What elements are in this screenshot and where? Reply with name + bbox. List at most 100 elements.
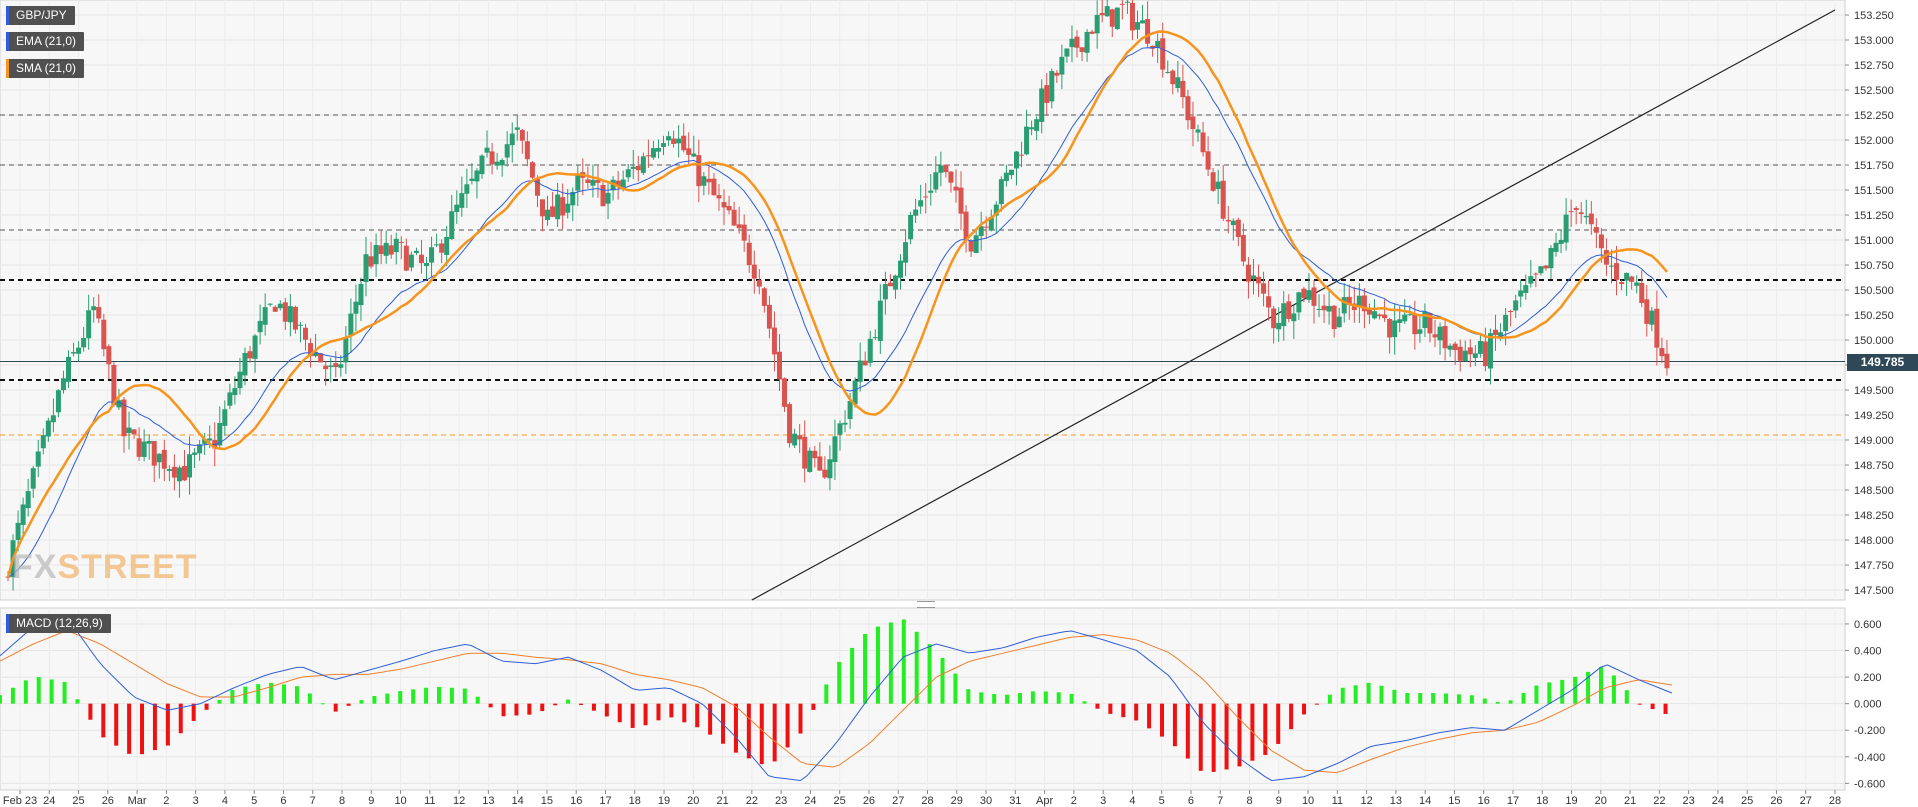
candle-body [1140,20,1146,24]
candle-body [877,300,883,341]
macd-tick-label: 0.000 [1854,699,1882,711]
macd-histogram-bar [204,703,209,710]
candle-body [197,444,203,454]
candle-body [222,409,228,426]
candle-body [1447,345,1453,350]
candle-body [998,179,1004,205]
date-tick-label: 21 [1624,795,1636,807]
candle-body [605,192,611,204]
candle-body [1104,6,1110,17]
candle-body [252,335,258,359]
price-tick-label: 148.000 [1854,535,1894,547]
legend-ema-label: EMA (21,0) [16,34,77,48]
legend-sma[interactable]: SMA (21,0) [6,59,85,78]
candle-body [827,459,833,479]
candle-body [1573,208,1579,210]
macd-histogram-bar [1198,703,1203,771]
trendline-layer[interactable] [751,9,1836,601]
date-tick-label: 11 [424,795,435,807]
fxstreet-watermark: FXSTREET [12,548,198,586]
macd-histogram-bar [217,699,222,704]
candle-body [1523,285,1529,293]
candle-body [474,170,480,182]
candle-body [555,194,561,220]
candle-body [1250,275,1256,280]
candle-body [1109,9,1115,27]
price-tick-label: 150.250 [1854,310,1894,322]
candle-body [630,166,636,169]
candle-body [1175,77,1181,89]
candle-body [1654,308,1660,348]
legend-pair[interactable]: GBP/JPY [6,6,75,25]
candle-body [1003,172,1009,181]
candle-body [116,400,122,408]
candle-body [691,153,697,157]
candle-body [1427,313,1433,334]
candle-body [802,436,808,469]
candle-body [539,199,545,217]
macd-histogram-bar [1172,703,1177,747]
candle-body [666,136,672,141]
date-tick-label: 9 [1276,795,1282,807]
legend-macd-label: MACD (12,26,9) [16,616,103,630]
macd-histogram-bar [152,703,157,751]
macd-histogram-bar [1108,703,1113,714]
candle-body [1518,290,1524,297]
candle-body [560,197,566,216]
legend-pair-label: GBP/JPY [16,8,67,22]
candle-body [1119,3,1125,5]
legend-macd[interactable]: MACD (12,26,9) [6,614,111,633]
macd-histogram-bar [1650,703,1655,710]
candles-layer [5,0,1670,591]
legend-ema[interactable]: EMA (21,0) [6,32,85,51]
candle-body [161,449,167,469]
macd-histogram-bar [785,703,790,748]
candle-body [1477,340,1483,354]
candle-body [171,466,177,478]
price-tick-label: 149.500 [1854,385,1894,397]
macd-histogram-bar [88,703,93,720]
candle-body [1311,287,1317,306]
macd-histogram-bar [901,619,906,704]
candle-body [1135,22,1141,30]
candle-body [1054,72,1060,76]
candle-body [1442,326,1448,349]
price-tick-label: 150.750 [1854,260,1894,272]
candle-body [1074,36,1080,48]
candle-body [1306,290,1312,300]
candle-body [1256,276,1262,284]
price-tick-label: 148.750 [1854,460,1894,472]
legend-macd-swatch [6,614,9,633]
candle-body [640,156,646,173]
macd-histogram-bar [1353,685,1358,704]
candle-body [489,151,495,165]
candle-body [741,224,747,241]
date-tick-label: 6 [1188,795,1194,807]
price-tick-label: 151.000 [1854,235,1894,247]
price-tick-label: 148.500 [1854,485,1894,497]
candle-body [1316,308,1322,310]
macd-histogram-bar [708,703,713,735]
candle-body [469,178,475,182]
candle-body [1533,273,1539,275]
macd-histogram-bar [1637,703,1642,705]
macd-histogram-bar [966,689,971,704]
candle-body [262,307,268,325]
macd-histogram-bar [1456,694,1461,704]
candle-body [494,161,500,166]
candle-body [1286,301,1292,319]
macd-histogram-bar [1405,693,1410,704]
pane-resize-handle[interactable] [917,601,935,608]
candle-body [903,242,909,263]
price-tick-label: 149.250 [1854,410,1894,422]
candle-body [842,422,848,425]
candle-body [847,401,853,419]
candle-body [242,352,248,376]
macd-histogram-bar [1005,694,1010,704]
macd-histogram-bar [579,703,584,705]
candle-body [575,174,581,191]
candle-body [1089,31,1095,34]
candle-body [429,247,435,263]
candle-body [938,165,944,173]
